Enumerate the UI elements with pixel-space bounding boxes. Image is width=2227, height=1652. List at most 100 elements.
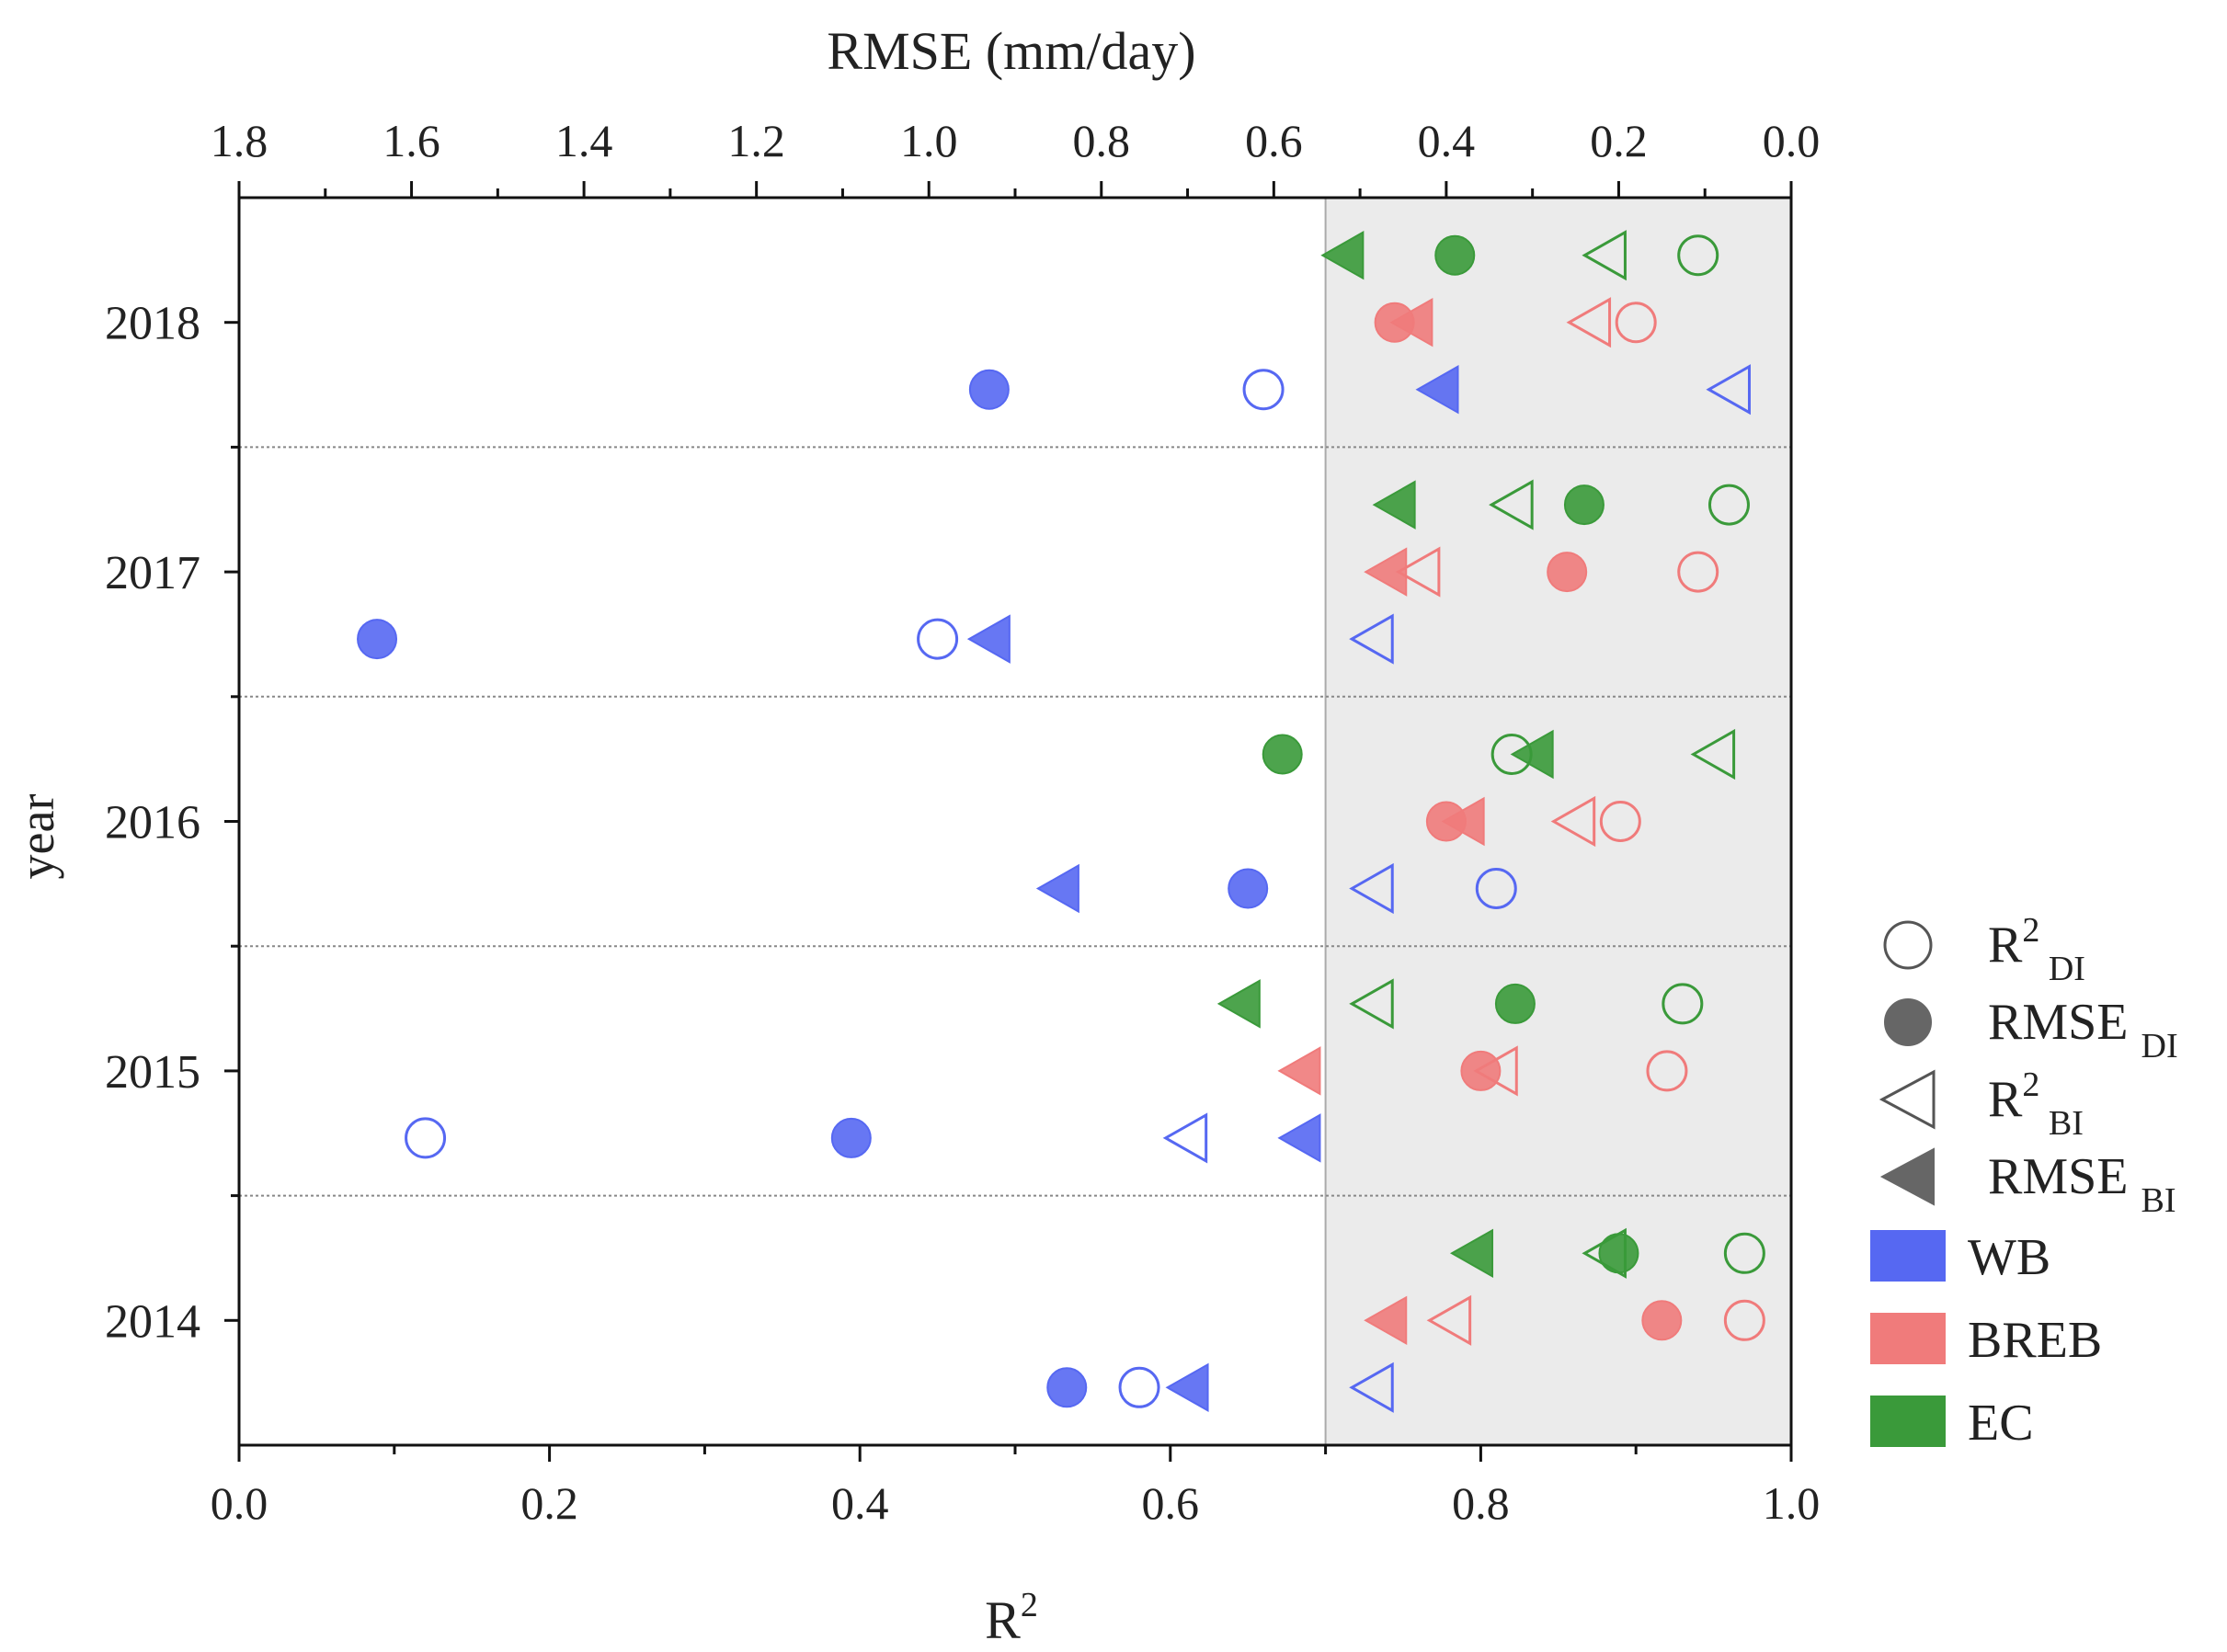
legend-metric-sub: DI — [2039, 950, 2085, 988]
marker-rmse-di-wb-2015 — [830, 1117, 872, 1158]
marker-rmse-bi-breb-2017 — [1364, 547, 1408, 597]
marker-rmse-bi-wb-2018 — [1415, 364, 1459, 415]
x-tick-label: 1.0 — [1763, 1477, 1821, 1529]
marker-rmse-bi-ec-2016 — [1510, 729, 1554, 780]
marker-r2-di-wb-2018 — [1242, 369, 1285, 411]
marker-r2-di-breb-2015 — [1646, 1050, 1688, 1092]
legend-method-label: BREB — [1968, 1312, 2102, 1369]
top-tick-label: 0.2 — [1590, 115, 1648, 166]
marker-rmse-di-breb-2015 — [1460, 1050, 1502, 1091]
x-tick-label: 0.6 — [1142, 1477, 1200, 1529]
y-tick-label: 2017 — [105, 547, 200, 599]
x-tick-label: 0.2 — [520, 1477, 578, 1529]
legend-method-label: EC — [1968, 1395, 2034, 1452]
marker-r2-bi-wb-2016 — [1349, 862, 1394, 915]
marker-rmse-bi-wb-2014 — [1165, 1362, 1209, 1413]
x-tick-label: 0.8 — [1452, 1477, 1510, 1529]
y-tick-label: 2015 — [105, 1046, 200, 1099]
legend-metric-label: R2 BI — [1988, 1065, 2084, 1143]
marker-r2-bi-breb-2016 — [1550, 795, 1596, 848]
marker-rmse-bi-ec-2017 — [1372, 480, 1416, 530]
marker-rmse-di-wb-2016 — [1228, 868, 1269, 909]
marker-rmse-di-ec-2016 — [1262, 734, 1303, 775]
marker-r2-di-wb-2017 — [917, 618, 959, 660]
marker-r2-di-breb-2018 — [1615, 302, 1657, 344]
marker-r2-di-wb-2014 — [1118, 1366, 1160, 1408]
legend-swatch-ec — [1870, 1396, 1946, 1447]
marker-rmse-bi-ec-2014 — [1449, 1228, 1494, 1279]
legend-metric-sub: BI — [2141, 1181, 2176, 1220]
year-separators — [239, 446, 1791, 1197]
data-marks — [357, 230, 1765, 1413]
y-tick-label: 2014 — [105, 1295, 200, 1348]
marker-rmse-di-breb-2016 — [1425, 801, 1467, 842]
marker-r2-bi-breb-2014 — [1426, 1294, 1472, 1346]
shaded-region — [1325, 198, 1791, 1445]
top-tick-label: 1.8 — [211, 115, 268, 166]
marker-r2-di-wb-2015 — [405, 1117, 447, 1159]
x-tick-label: 0.0 — [211, 1477, 268, 1529]
top-tick-label: 1.6 — [383, 115, 440, 166]
marker-r2-bi-ec-2017 — [1489, 479, 1534, 530]
plot-background — [1324, 198, 1791, 1445]
marker-rmse-di-wb-2017 — [357, 619, 398, 660]
marker-r2-bi-wb-2015 — [1162, 1112, 1208, 1164]
marker-r2-bi-wb-2018 — [1706, 364, 1751, 416]
marker-r2-bi-breb-2018 — [1566, 297, 1612, 348]
marker-rmse-bi-breb-2015 — [1277, 1046, 1321, 1096]
y-tick-label: 2018 — [105, 298, 200, 350]
marker-r2-bi-ec-2016 — [1690, 728, 1736, 780]
marker-r2-bi-breb-2017 — [1395, 546, 1441, 598]
marker-rmse-di-breb-2017 — [1547, 552, 1588, 593]
marker-r2-di-ec-2018 — [1677, 234, 1719, 277]
top-tick-label: 0.6 — [1245, 115, 1303, 166]
marker-r2-di-ec-2014 — [1723, 1232, 1765, 1274]
marker-r2-di-ec-2017 — [1707, 484, 1750, 526]
legend-metric-base: R — [1988, 917, 2023, 974]
legend-swatch-breb — [1870, 1313, 1946, 1364]
legend-metric-sup: 2 — [2022, 911, 2039, 950]
marker-r2-di-breb-2014 — [1723, 1299, 1765, 1341]
marker-rmse-di-wb-2014 — [1046, 1367, 1088, 1408]
legend-circle-open-icon — [1883, 920, 1933, 970]
legend-metric-label: RMSE DI — [1988, 994, 2178, 1065]
marker-rmse-bi-wb-2017 — [966, 614, 1011, 664]
y-tick-label: 2016 — [105, 797, 200, 849]
top-tick-label: 0.4 — [1418, 115, 1476, 166]
bottom-axis-title: R2 — [985, 1586, 1038, 1650]
top-tick-label: 1.2 — [727, 115, 785, 166]
marker-r2-bi-ec-2015 — [1349, 978, 1394, 1030]
legend-circle-filled-icon — [1884, 998, 1932, 1046]
legend-metric-label: RMSE BI — [1988, 1148, 2176, 1220]
top-axis-title: RMSE (mm/day) — [827, 21, 1195, 81]
marker-rmse-bi-ec-2018 — [1320, 230, 1365, 280]
marker-r2-di-wb-2016 — [1475, 868, 1517, 909]
marker-r2-di-ec-2015 — [1662, 983, 1704, 1025]
top-tick-label: 0.8 — [1073, 115, 1131, 166]
bottom-axis-title-base: R — [985, 1590, 1021, 1650]
marker-rmse-di-ec-2014 — [1598, 1233, 1639, 1274]
marker-r2-bi-ec-2018 — [1582, 230, 1627, 281]
marker-rmse-bi-breb-2014 — [1364, 1295, 1408, 1346]
marker-rmse-di-breb-2014 — [1641, 1300, 1683, 1341]
legend-triangle-filled-icon — [1879, 1147, 1935, 1206]
marker-rmse-di-ec-2018 — [1434, 234, 1476, 276]
marker-r2-bi-wb-2014 — [1349, 1361, 1394, 1413]
legend-metric-sup: 2 — [2022, 1065, 2039, 1104]
marker-rmse-di-wb-2018 — [968, 369, 1010, 410]
legend-triangle-open-icon — [1879, 1069, 1936, 1130]
top-tick-label: 1.4 — [555, 115, 613, 166]
marker-r2-di-breb-2017 — [1677, 551, 1719, 593]
legend-method-label: WB — [1968, 1229, 2050, 1286]
y-axis-title: year — [9, 794, 64, 880]
marker-rmse-bi-wb-2016 — [1035, 863, 1079, 914]
legend-swatch-wb — [1870, 1230, 1946, 1282]
marker-rmse-di-ec-2015 — [1494, 983, 1536, 1024]
legend-metric-sub: DI — [2141, 1027, 2178, 1065]
x-tick-label: 0.4 — [831, 1477, 889, 1529]
marker-rmse-bi-wb-2015 — [1277, 1113, 1321, 1163]
marker-r2-bi-wb-2017 — [1349, 613, 1394, 665]
marker-rmse-di-ec-2017 — [1563, 484, 1605, 526]
